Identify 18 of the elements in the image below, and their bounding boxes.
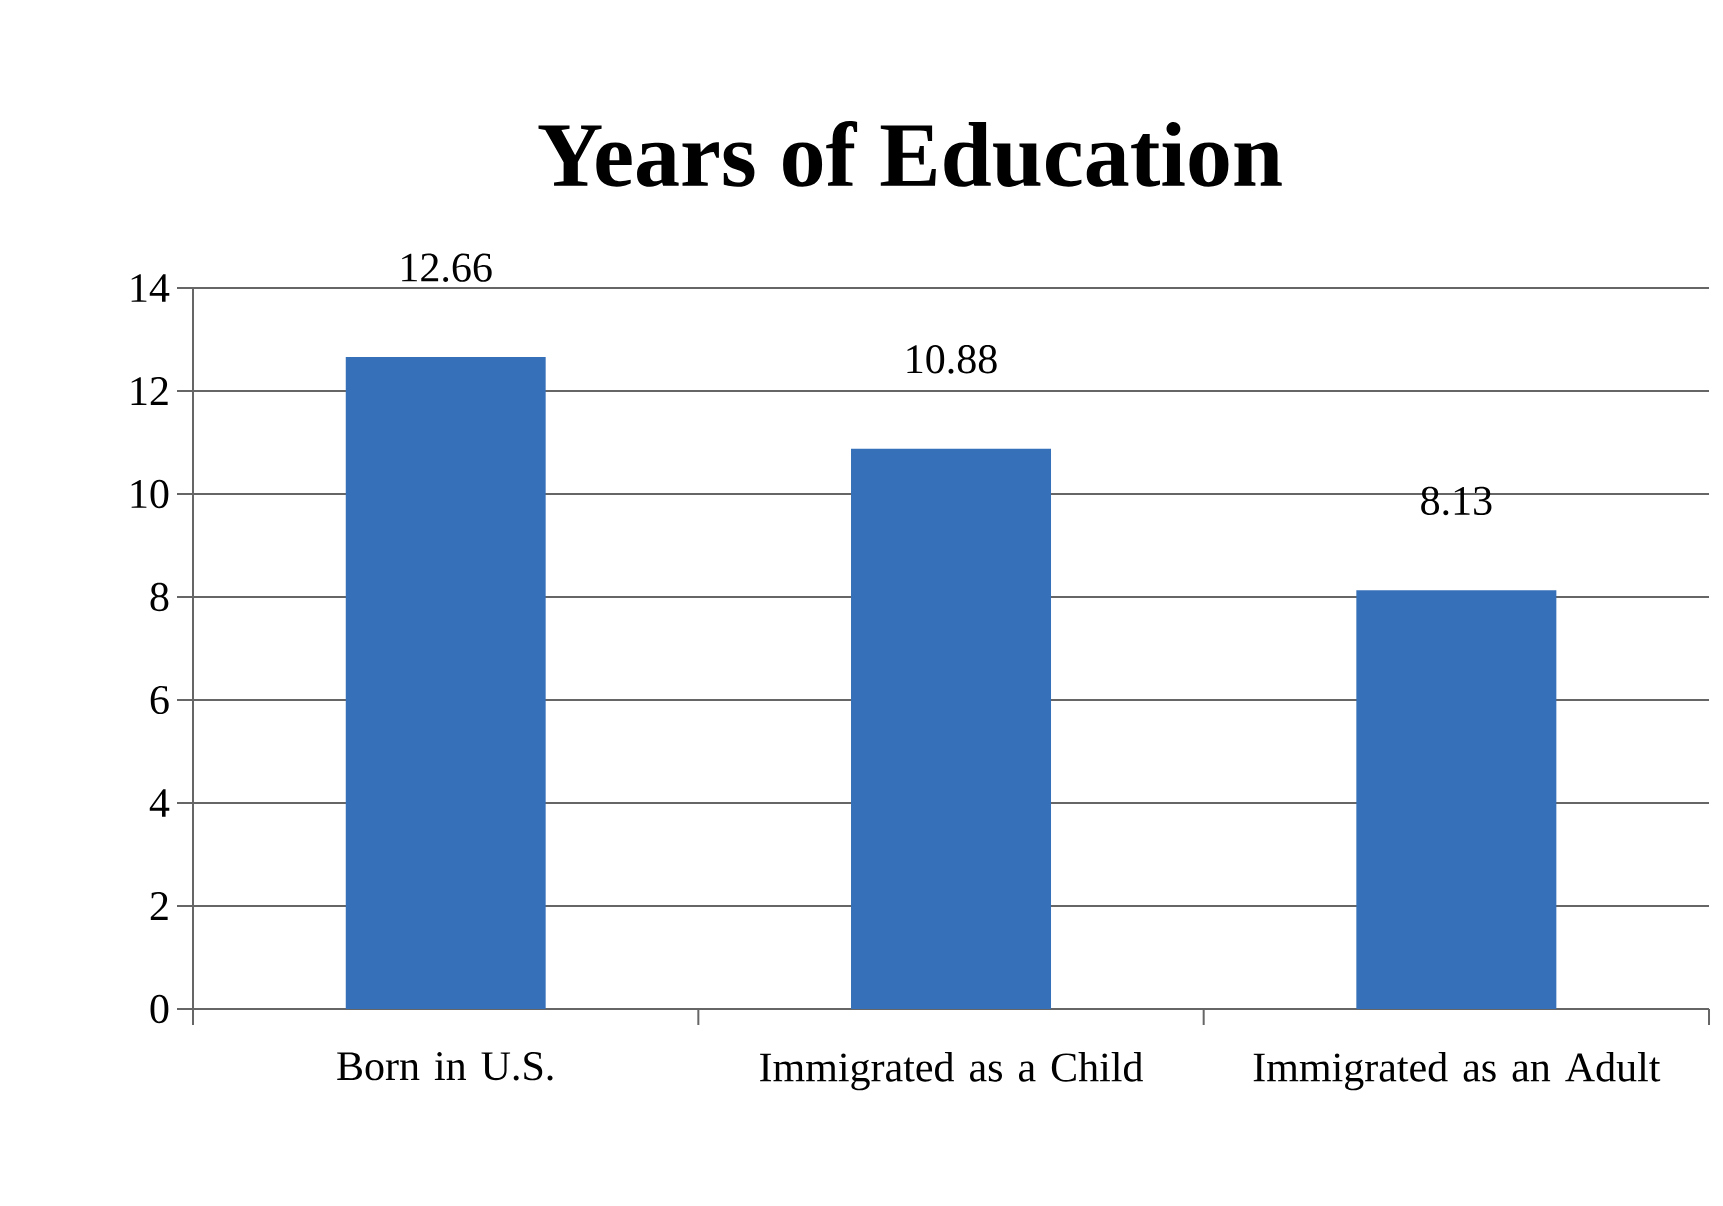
x-tick-label: Immigrated as a Child bbox=[760, 1052, 1143, 1091]
y-tick-label: 14 bbox=[131, 274, 170, 302]
data-label: 8.13 bbox=[1421, 486, 1492, 516]
y-tick-label: 4 bbox=[149, 789, 170, 817]
y-tick-label: 2 bbox=[150, 892, 168, 920]
x-tick-label: Born in U.S. bbox=[337, 1052, 553, 1081]
y-tick-label: 10 bbox=[131, 479, 169, 509]
bar bbox=[851, 448, 1052, 1010]
data-label: 12.66 bbox=[402, 253, 492, 282]
bar bbox=[1356, 590, 1557, 1010]
y-tick-label: 0 bbox=[150, 994, 169, 1024]
y-tick-label: 6 bbox=[150, 685, 169, 715]
x-tick-label: Immigrated as an Adult bbox=[1253, 1052, 1661, 1091]
y-tick-label: 8 bbox=[150, 582, 169, 612]
bar bbox=[345, 357, 546, 1010]
data-label: 10.88 bbox=[907, 345, 997, 374]
chart-title: Years of Education bbox=[538, 121, 1282, 187]
y-tick-label: 12 bbox=[131, 377, 168, 405]
